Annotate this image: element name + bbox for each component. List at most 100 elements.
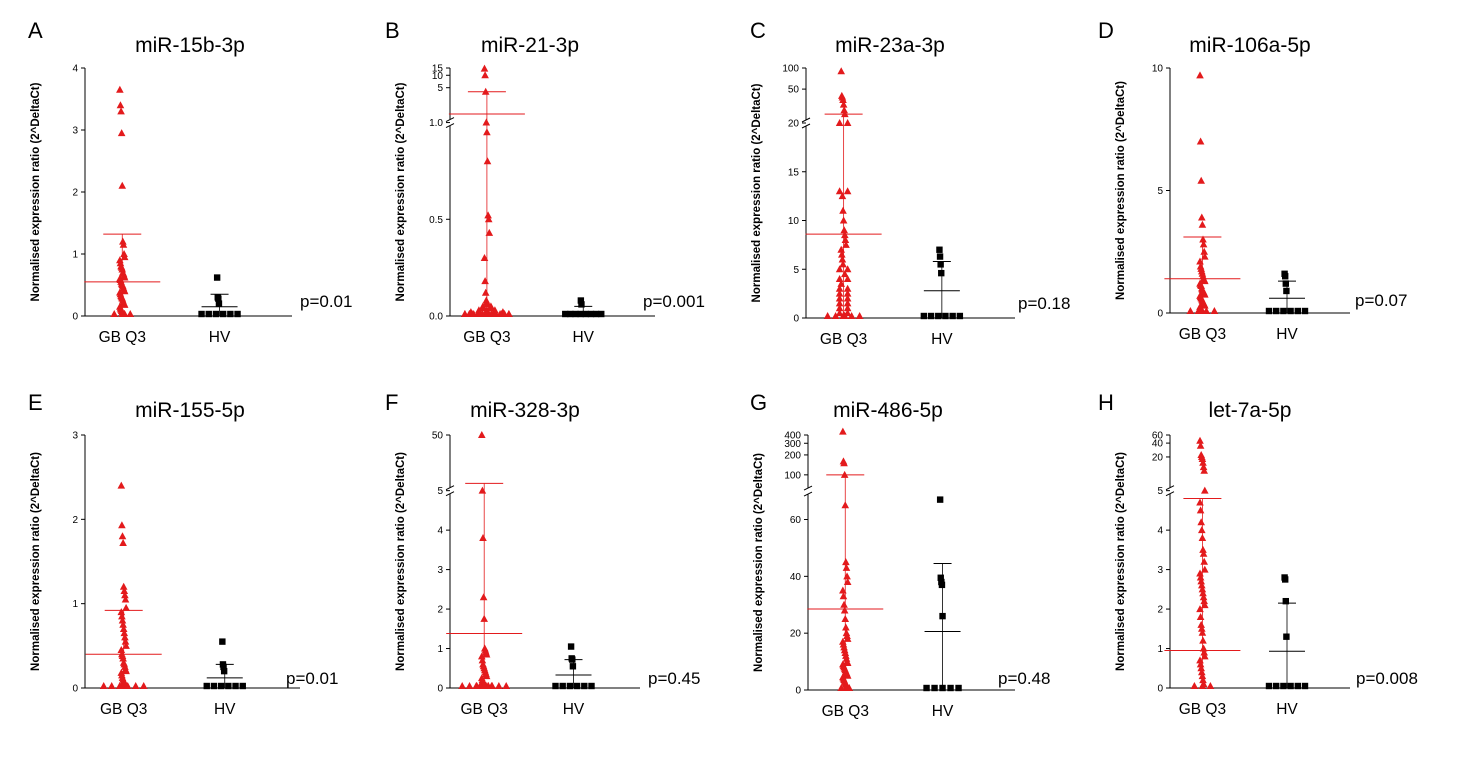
y-tick-label: 5 bbox=[1157, 186, 1163, 197]
data-point bbox=[841, 236, 850, 243]
data-point bbox=[839, 427, 847, 435]
axis-break-mark bbox=[445, 123, 455, 129]
data-point bbox=[1190, 682, 1199, 689]
data-point bbox=[840, 459, 848, 467]
data-point bbox=[845, 684, 854, 691]
data-point bbox=[495, 682, 503, 689]
data-point bbox=[1198, 672, 1207, 680]
y-tick-label: 0 bbox=[1157, 684, 1163, 695]
y-tick-label: 40 bbox=[1152, 439, 1164, 450]
series-gb-q3 bbox=[807, 427, 884, 691]
data-point bbox=[837, 67, 846, 75]
data-point bbox=[569, 663, 577, 670]
x-category-label: GB Q3 bbox=[99, 329, 146, 346]
p-value: p=0.008 bbox=[1356, 669, 1418, 688]
data-point bbox=[939, 684, 946, 692]
data-point bbox=[1198, 213, 1206, 221]
x-category-label: GB Q3 bbox=[1179, 326, 1226, 343]
data-point bbox=[1198, 526, 1206, 534]
data-point bbox=[1201, 252, 1209, 260]
data-point bbox=[843, 659, 852, 667]
y-tick-label: 10 bbox=[1152, 64, 1164, 75]
data-point bbox=[458, 682, 466, 689]
data-point bbox=[598, 310, 605, 318]
axis-break-mark bbox=[445, 491, 455, 497]
data-point bbox=[118, 616, 127, 624]
y-axis-label: Normalised expression ratio (2^DeltaCt) bbox=[30, 452, 42, 671]
p-value: p=0.01 bbox=[286, 669, 338, 688]
data-point bbox=[1196, 441, 1205, 449]
data-point bbox=[481, 87, 490, 95]
panel-letter: C bbox=[750, 18, 766, 43]
p-value: p=0.48 bbox=[998, 669, 1050, 688]
data-point bbox=[837, 684, 846, 691]
data-point bbox=[835, 119, 844, 126]
data-point bbox=[843, 294, 852, 302]
data-point bbox=[483, 128, 491, 136]
data-point bbox=[1196, 71, 1204, 79]
data-point bbox=[479, 593, 488, 601]
data-point bbox=[107, 682, 116, 689]
data-point bbox=[835, 275, 844, 282]
y-tick-label: 0 bbox=[1157, 309, 1163, 320]
data-point bbox=[839, 312, 848, 319]
series-hv bbox=[1265, 270, 1309, 315]
data-point bbox=[838, 250, 846, 258]
x-category-label: GB Q3 bbox=[100, 701, 147, 718]
y-tick-label: 3 bbox=[72, 126, 78, 137]
data-point bbox=[1201, 486, 1209, 494]
data-point bbox=[119, 538, 127, 546]
y-tick-label: 40 bbox=[790, 572, 802, 583]
data-point bbox=[1198, 585, 1207, 593]
data-point bbox=[842, 558, 850, 566]
data-point bbox=[1265, 307, 1273, 315]
y-tick-label: 15 bbox=[788, 167, 800, 178]
data-point bbox=[839, 260, 847, 268]
data-point bbox=[823, 312, 832, 319]
data-point bbox=[203, 682, 210, 690]
data-point bbox=[840, 106, 849, 114]
data-point bbox=[118, 532, 127, 540]
y-tick-label: 20 bbox=[1152, 452, 1164, 463]
axis-break-mark bbox=[801, 123, 811, 129]
data-point bbox=[1201, 565, 1209, 573]
data-point bbox=[122, 641, 130, 649]
data-point bbox=[131, 682, 140, 689]
y-tick-label: 0 bbox=[437, 684, 443, 695]
panel-title: miR-328-3p bbox=[470, 399, 580, 422]
data-point bbox=[121, 637, 130, 645]
data-point bbox=[1200, 247, 1208, 255]
data-point bbox=[835, 294, 844, 302]
p-value: p=0.45 bbox=[648, 669, 700, 688]
data-point bbox=[480, 64, 489, 72]
y-axis-label: Normalised expression ratio (2^DeltaCt) bbox=[395, 452, 407, 671]
data-point bbox=[947, 684, 954, 692]
y-tick-label: 0 bbox=[795, 686, 801, 697]
x-category-label: GB Q3 bbox=[461, 701, 508, 718]
data-point bbox=[942, 312, 949, 320]
data-point bbox=[219, 638, 226, 645]
data-point bbox=[210, 682, 218, 690]
y-tick-label: 2 bbox=[1157, 605, 1163, 616]
data-point bbox=[1199, 545, 1207, 553]
data-point bbox=[126, 310, 135, 317]
data-point bbox=[936, 496, 944, 503]
data-point bbox=[1198, 220, 1207, 228]
y-tick-label: 4 bbox=[72, 64, 78, 75]
data-point bbox=[562, 310, 569, 318]
y-tick-label: 5 bbox=[437, 83, 443, 94]
data-point bbox=[482, 672, 491, 680]
y-tick-label: 15 bbox=[432, 64, 444, 75]
series-gb-q3 bbox=[446, 431, 523, 689]
data-point bbox=[1197, 664, 1205, 672]
data-point bbox=[205, 310, 212, 318]
series-gb-q3 bbox=[1164, 436, 1241, 689]
data-point bbox=[480, 253, 489, 261]
data-point bbox=[480, 614, 488, 622]
data-point bbox=[1197, 518, 1205, 526]
data-point bbox=[99, 682, 108, 689]
